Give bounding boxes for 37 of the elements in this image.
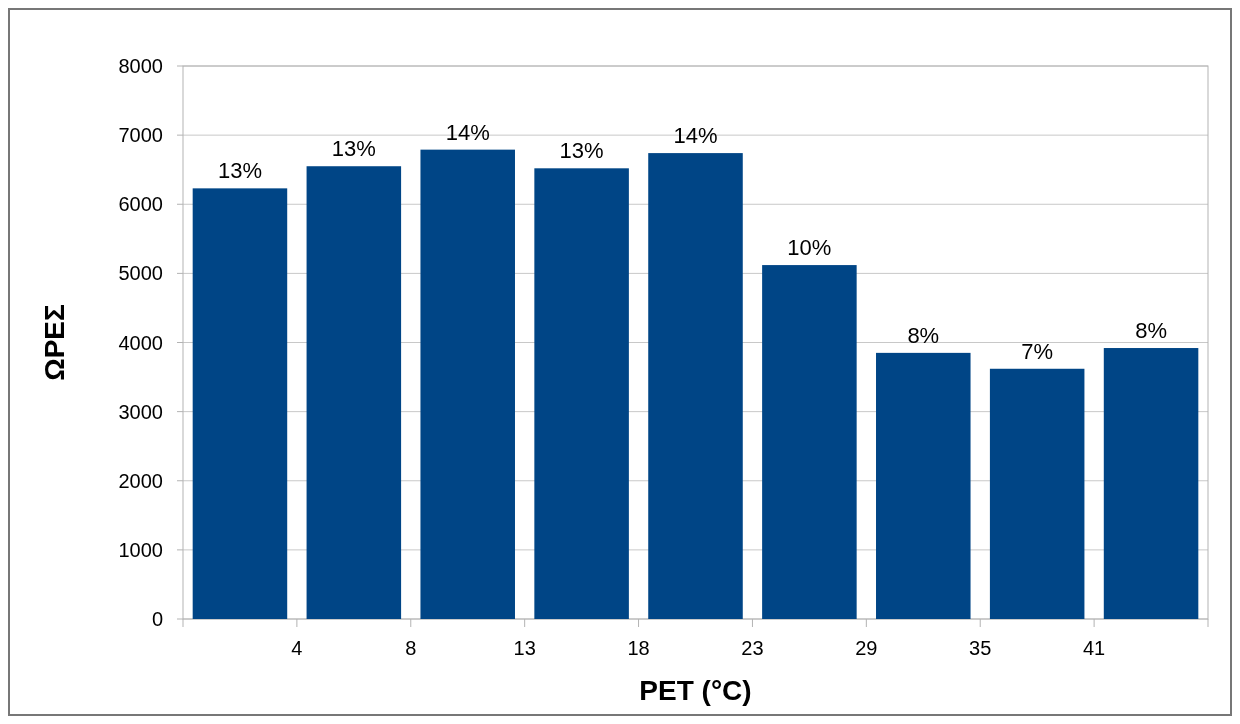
annotation: 14% xyxy=(673,123,718,149)
y-tick-label: 0 xyxy=(151,608,163,630)
text: 18 xyxy=(627,637,650,659)
text: 23 xyxy=(741,637,764,659)
text: 35 xyxy=(969,637,992,659)
annotation: 13% xyxy=(217,158,262,184)
text: 13 xyxy=(513,637,536,659)
text: 4 xyxy=(291,637,303,659)
annotation: 7% xyxy=(1021,338,1054,364)
y-tick-label: 5000 xyxy=(118,262,163,285)
y-tick-label: 4000 xyxy=(118,331,163,354)
bar xyxy=(534,168,629,619)
bar xyxy=(420,149,515,619)
annotation: 13% xyxy=(331,136,376,162)
bar xyxy=(762,265,857,619)
y-tick-label: 8000 xyxy=(118,55,163,77)
bar xyxy=(306,166,402,619)
bar xyxy=(989,368,1085,619)
y-axis-title: ΩΡΕΣ xyxy=(39,304,70,381)
bar xyxy=(192,188,288,619)
annotation: 13% xyxy=(559,138,604,164)
text: 41 xyxy=(1082,637,1106,659)
y-tick-label: 3000 xyxy=(118,400,163,423)
x-axis-title: PET (°C) xyxy=(639,675,752,706)
annotation: 10% xyxy=(787,235,832,261)
bar xyxy=(648,153,743,619)
text: 8 xyxy=(405,637,417,659)
y-tick-label: 7000 xyxy=(118,124,163,147)
y-tick-label: 6000 xyxy=(118,193,163,216)
bar xyxy=(1103,348,1199,619)
annotation: 8% xyxy=(1135,318,1167,344)
annotation: 14% xyxy=(445,119,490,145)
bar xyxy=(876,352,971,619)
text: 29 xyxy=(855,637,878,659)
y-tick-label: 2000 xyxy=(118,469,163,492)
y-tick-label: 1000 xyxy=(118,538,163,561)
annotation: 8% xyxy=(907,322,940,348)
